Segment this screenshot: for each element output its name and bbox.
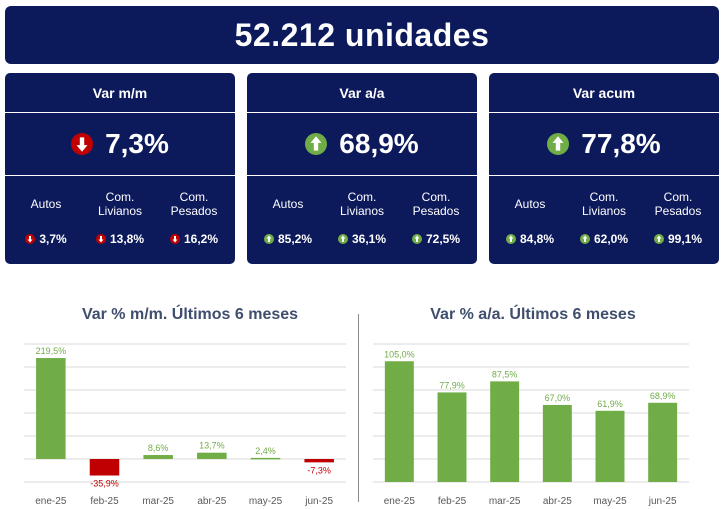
arrow-up-icon (579, 234, 590, 244)
x-tick-label: ene-25 (35, 496, 67, 507)
sub-label-livianos: Com. Livianos (97, 190, 143, 218)
card-title: Var m/m (5, 73, 235, 113)
sub-label-livianos: Com. Livianos (339, 190, 385, 218)
x-tick-label: ene-25 (384, 496, 416, 507)
arrow-down-icon (71, 133, 94, 155)
x-tick-label: abr-25 (543, 496, 572, 507)
sub-label-autos: Autos (272, 197, 304, 211)
sub-label-autos: Autos (30, 197, 62, 211)
data-label: -7,3% (307, 465, 331, 475)
data-label: 8,6% (148, 443, 169, 453)
card-var-acum: Var acum 77,8% Autos 84,8% Com. Livianos … (489, 73, 719, 264)
arrow-up-icon (411, 234, 422, 244)
chart-var-mm: 219,5% ene-25 -35,9% feb-25 8,6% mar-25 13,7% a… (24, 343, 346, 507)
sub-value-livianos: 36,1% (351, 232, 387, 246)
arrow-up-icon (305, 133, 328, 155)
arrow-down-icon (25, 234, 36, 244)
arrow-up-icon (263, 234, 274, 244)
x-tick-label: may-25 (249, 496, 283, 507)
data-label: 77,9% (439, 380, 465, 390)
x-tick-label: jun-25 (304, 496, 333, 507)
arrow-up-icon (337, 234, 348, 244)
data-label: -35,9% (90, 479, 119, 489)
x-tick-label: abr-25 (197, 496, 226, 507)
sub-value-pesados: 16,2% (183, 232, 219, 246)
x-tick-label: mar-25 (489, 496, 521, 507)
bar-feb-25 (437, 392, 467, 482)
sub-value-pesados: 99,1% (667, 232, 703, 246)
total-units-banner: 52.212 unidades (5, 6, 719, 64)
data-label: 67,0% (545, 393, 571, 403)
data-label: 68,9% (650, 391, 676, 401)
arrow-up-icon (653, 234, 664, 244)
card-var-aa: Var a/a 68,9% Autos 85,2% Com. Livianos 3… (247, 73, 477, 264)
card-main-value: 77,8% (581, 128, 661, 159)
bar-may-25 (250, 457, 281, 460)
sub-value-autos: 84,8% (519, 232, 555, 246)
x-tick-label: mar-25 (142, 496, 174, 507)
sub-value-autos: 3,7% (39, 232, 67, 246)
sub-value-livianos: 13,8% (109, 232, 145, 246)
arrow-down-icon (95, 234, 106, 244)
sub-label-autos: Autos (514, 197, 546, 211)
sub-label-pesados: Com. Pesados (412, 190, 460, 218)
data-label: 87,5% (492, 369, 518, 379)
chart-title-mm: Var % m/m. Últimos 6 meses (81, 306, 299, 323)
data-label: 2,4% (255, 446, 276, 456)
bar-mar-25 (490, 381, 520, 482)
arrow-up-icon (505, 234, 516, 244)
chart-divider (358, 314, 359, 502)
sub-value-pesados: 72,5% (425, 232, 461, 246)
data-label: 105,0% (384, 349, 415, 359)
x-tick-label: feb-25 (90, 496, 119, 507)
bar-mar-25 (143, 455, 173, 459)
bar-ene-25 (36, 358, 66, 459)
data-label: 61,9% (597, 399, 623, 409)
arrow-up-icon (547, 133, 570, 155)
sub-label-pesados: Com. Pesados (170, 190, 218, 218)
card-main-value: 68,9% (339, 128, 419, 159)
total-units-value: 52.212 unidades (234, 16, 490, 53)
x-tick-label: feb-25 (438, 496, 467, 507)
bar-may-25 (595, 410, 625, 482)
card-main-value: 7,3% (105, 128, 169, 159)
bar-ene-25 (384, 361, 414, 482)
x-tick-label: may-25 (593, 496, 627, 507)
data-label: 219,5% (36, 346, 67, 356)
arrow-down-icon (169, 234, 180, 244)
chart-title-aa: Var % a/a. Últimos 6 meses (430, 306, 636, 323)
sub-label-pesados: Com. Pesados (654, 190, 702, 218)
card-title: Var acum (489, 73, 719, 113)
sub-value-livianos: 62,0% (593, 232, 629, 246)
x-tick-label: jun-25 (648, 496, 677, 507)
card-title: Var a/a (247, 73, 477, 113)
chart-var-aa: 105,0% ene-25 77,9% feb-25 87,5% mar-25 67,0% a… (373, 343, 689, 507)
bar-abr-25 (197, 452, 227, 459)
bar-jun-25 (304, 459, 334, 463)
data-label: 13,7% (199, 441, 225, 451)
bar-feb-25 (89, 459, 120, 476)
sub-value-autos: 85,2% (277, 232, 313, 246)
bar-jun-25 (648, 402, 678, 482)
sub-label-livianos: Com. Livianos (581, 190, 627, 218)
bar-abr-25 (542, 404, 572, 482)
card-var-mm: Var m/m 7,3% Autos 3,7% Com. Livianos 13,… (5, 73, 235, 264)
